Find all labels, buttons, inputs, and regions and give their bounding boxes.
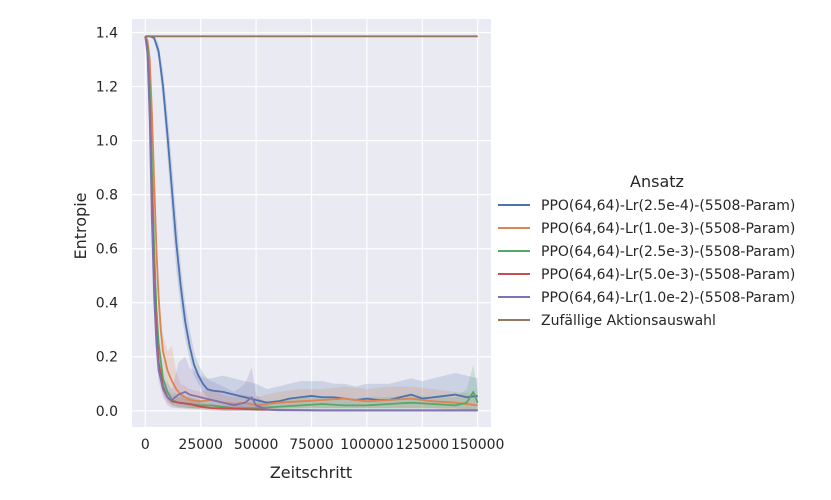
y-tick-label: 1.4 <box>96 26 118 42</box>
series-line-0 <box>145 35 478 404</box>
y-tick-label: 0.6 <box>96 242 118 258</box>
x-tick-label: 100000 <box>340 437 393 453</box>
legend-label-3: PPO(64,64)-Lr(5.0e-3)-(5508-Param) <box>541 267 795 283</box>
y-tick-label: 0.8 <box>96 188 118 204</box>
x-tick-label: 75000 <box>289 437 334 453</box>
y-tick-labels: 0.0 0.2 0.4 0.6 0.8 1.0 1.2 1.4 <box>96 26 118 420</box>
y-tick-label: 0.4 <box>96 296 118 312</box>
legend-label-2: PPO(64,64)-Lr(2.5e-3)-(5508-Param) <box>541 244 795 260</box>
y-tick-label: 1.2 <box>96 80 118 96</box>
legend-title: Ansatz <box>630 172 684 191</box>
legend-label-0: PPO(64,64)-Lr(2.5e-4)-(5508-Param) <box>541 198 795 214</box>
legend-label-1: PPO(64,64)-Lr(1.0e-3)-(5508-Param) <box>541 221 795 237</box>
series-line-4 <box>144 36 478 412</box>
series-line-1 <box>144 35 478 407</box>
legend-label-4: PPO(64,64)-Lr(1.0e-2)-(5508-Param) <box>541 290 795 306</box>
y-tick-label: 1.0 <box>96 134 118 150</box>
y-tick-label: 0.2 <box>96 350 118 366</box>
series-lines <box>144 35 479 412</box>
legend: Ansatz PPO(64,64)-Lr(2.5e-4)-(5508-Param… <box>498 172 795 329</box>
x-tick-label: 0 <box>141 437 150 453</box>
x-tick-label: 50000 <box>234 437 279 453</box>
series-band-4 <box>145 36 478 411</box>
x-tick-label: 25000 <box>178 437 223 453</box>
x-axis-label: Zeitschritt <box>270 463 352 482</box>
x-tick-labels: 0 25000 50000 75000 100000 125000 150000 <box>141 437 505 453</box>
x-tick-label: 150000 <box>451 437 504 453</box>
confidence-bands <box>145 36 478 411</box>
y-tick-label: 0.0 <box>96 404 118 420</box>
x-tick-label: 125000 <box>396 437 449 453</box>
y-axis-label: Entropie <box>71 193 90 260</box>
series-line-2 <box>144 36 479 409</box>
legend-label-5: Zufällige Aktionsauswahl <box>541 313 716 329</box>
